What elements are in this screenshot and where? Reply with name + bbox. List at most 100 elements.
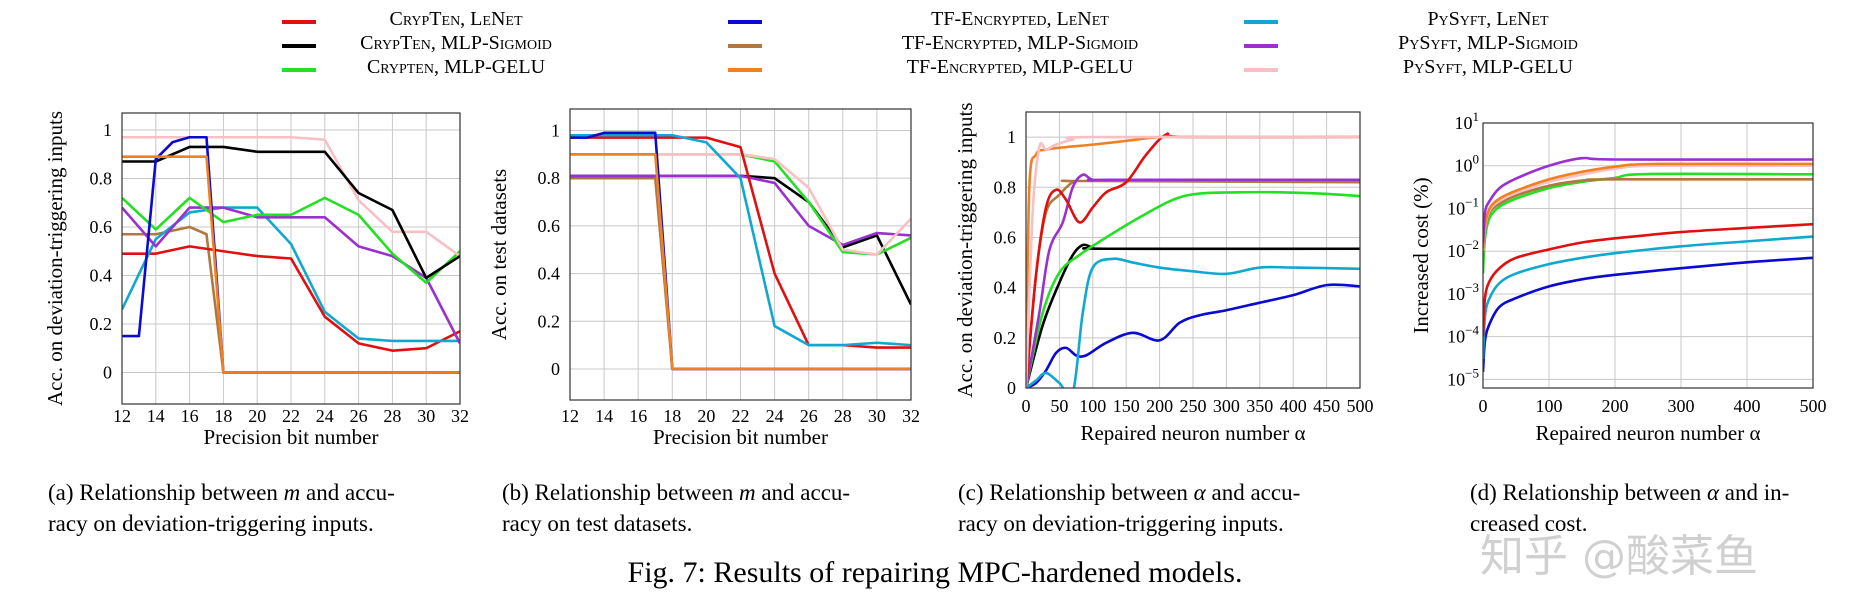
series-line-pysyft-lenet [570,133,911,347]
chart-a: 12 14 16 18 20 22 24 26 28 30 32 0 0.2 0.4 0.6 0.8 1 Prec… [43,111,469,449]
legend-label-pysyft-lenet: PySyft, LeNet [1427,8,1549,30]
x-tick-label: 100 [1079,396,1106,416]
caption-a-text: (a) Relationship between [48,480,284,505]
x-axis-label: Repaired neuron number α [1535,421,1760,445]
y-tick-label: 101 [1455,109,1480,133]
series-line-tfe-sigmoid [1483,177,1813,256]
series-line-crypten-gelu [1483,172,1813,274]
caption-a: (a) Relationship between m and accu- rac… [48,477,395,539]
x-tick-label: 12 [561,406,579,426]
y-tick-label: 0 [551,359,560,379]
legend-label-tfe-sigmoid: TF-Encrypted, MLP-Sigmoid [901,32,1139,54]
series-group [122,135,460,374]
caption-b-text-2: and accu- [755,480,851,505]
series-line-crypten-lenet [1026,132,1360,388]
y-axis-label: Acc. on test datasets [487,169,511,340]
caption-b-line2: racy on test datasets. [502,511,693,536]
x-tick-label: 16 [181,406,199,426]
legend-label-pysyft-gelu: PySyft, MLP-GELU [1403,56,1573,78]
legend-swatch-crypten-lenet [282,20,316,24]
x-tick-label: 200 [1146,396,1173,416]
x-axis-label: Repaired neuron number α [1080,421,1305,445]
plot-frame [1482,122,1814,389]
x-axis-label: Precision bit number [204,425,379,449]
legend-swatch-pysyft-sigmoid [1244,44,1278,48]
x-tick-label: 20 [697,406,715,426]
y-tick-label: 0.2 [90,314,113,334]
series-line-pysyft-lenet [1483,235,1813,360]
series-group [1026,132,1360,388]
series-line-crypten-lenet [122,245,460,352]
series-line-crypten-gelu [1026,190,1360,388]
series-line-tfe-gelu [1483,162,1813,248]
x-tick-label: 18 [663,406,681,426]
plot-frame [569,108,912,401]
series-line-pysyft-sigmoid [1483,156,1813,244]
series-line-pysyft-gelu [1026,135,1360,388]
caption-b-var: m [738,480,756,505]
y-tick-label: 0 [103,362,112,382]
series-line-crypten-sigmoid [122,145,460,280]
legend-swatch-crypten-sigmoid [282,44,316,48]
x-tick-label: 0 [1022,396,1031,416]
y-tick-label: 0.6 [994,227,1017,247]
x-tick-label: 24 [766,406,784,426]
legend-swatch-tfe-gelu [728,68,762,72]
x-tick-label: 18 [214,406,232,426]
y-tick-label: 0.6 [538,216,561,236]
series-line-crypten-lenet [570,136,911,349]
x-tick-label: 400 [1734,396,1761,416]
x-tick-label: 24 [316,406,334,426]
legend-label-crypten-lenet: CrypTen, LeNet [389,8,523,30]
x-tick-label: 26 [800,406,818,426]
x-tick-label: 500 [1800,396,1827,416]
y-axis-label: Acc. on deviation-triggering inputs [953,102,977,397]
legend-swatch-tfe-sigmoid [728,44,762,48]
y-tick-label: 0.8 [90,168,113,188]
series-line-tfe-lenet [1483,256,1813,372]
x-tick-label: 28 [834,406,852,426]
series-line-crypten-gelu [122,196,460,285]
y-tick-label: 10−1 [1447,194,1479,218]
x-tick-label: 300 [1668,396,1695,416]
series-line-crypten-sigmoid [1026,243,1360,388]
legend-swatch-pysyft-lenet [1244,20,1278,24]
caption-b-text: (b) Relationship between [502,480,739,505]
y-tick-label: 0.2 [994,328,1017,348]
chart-b: 12 14 16 18 20 22 24 26 28 30 32 0 0.2 0.4 0.6 0.8 1 Prec… [487,108,920,449]
series-line-tfe-lenet [1026,283,1360,388]
series-line-pysyft-sigmoid [1026,173,1360,388]
watermark: 知乎 @酸菜鱼 [1480,531,1758,582]
y-tick-label: 0.4 [90,265,113,285]
caption-c-var: α [1193,480,1206,505]
legend-label-tfe-gelu: TF-Encrypted, MLP-GELU [906,56,1134,78]
y-tick-label: 0.2 [538,311,561,331]
y-tick-label: 10−4 [1447,323,1479,347]
y-tick-label: 10−3 [1447,280,1479,304]
x-tick-label: 150 [1113,396,1140,416]
x-tick-label: 250 [1180,396,1207,416]
chart-d: 0 100 200 300 400 500 10−5 10−4 10−3 10−2 10−1 100 1… [1409,109,1827,445]
series-line-tfe-gelu [570,153,911,371]
x-tick-label: 30 [868,406,886,426]
y-tick-label: 0.4 [538,264,561,284]
y-axis-label: Acc. on deviation-triggering inputs [43,111,67,406]
y-tick-label: 100 [1455,152,1480,176]
x-tick-label: 100 [1536,396,1563,416]
x-tick-label: 14 [147,406,165,426]
series-line-pysyft-sigmoid [570,174,911,247]
figure-title: Fig. 7: Results of repairing MPC-hardene… [627,556,1243,589]
series-group [1483,156,1813,372]
y-tick-label: 0.8 [994,177,1017,197]
y-tick-label: 0.6 [90,217,113,237]
y-tick-label: 1 [551,120,560,140]
caption-c: (c) Relationship between α and accu- rac… [958,477,1300,539]
x-tick-label: 20 [248,406,266,426]
caption-a-text-2: and accu- [300,480,395,505]
caption-a-line2: racy on deviation-triggering inputs. [48,511,374,536]
x-tick-label: 32 [451,406,469,426]
legend-swatch-tfe-lenet [728,20,762,24]
series-line-tfe-gelu [122,155,460,374]
series-group [570,131,911,371]
x-tick-label: 350 [1246,396,1273,416]
